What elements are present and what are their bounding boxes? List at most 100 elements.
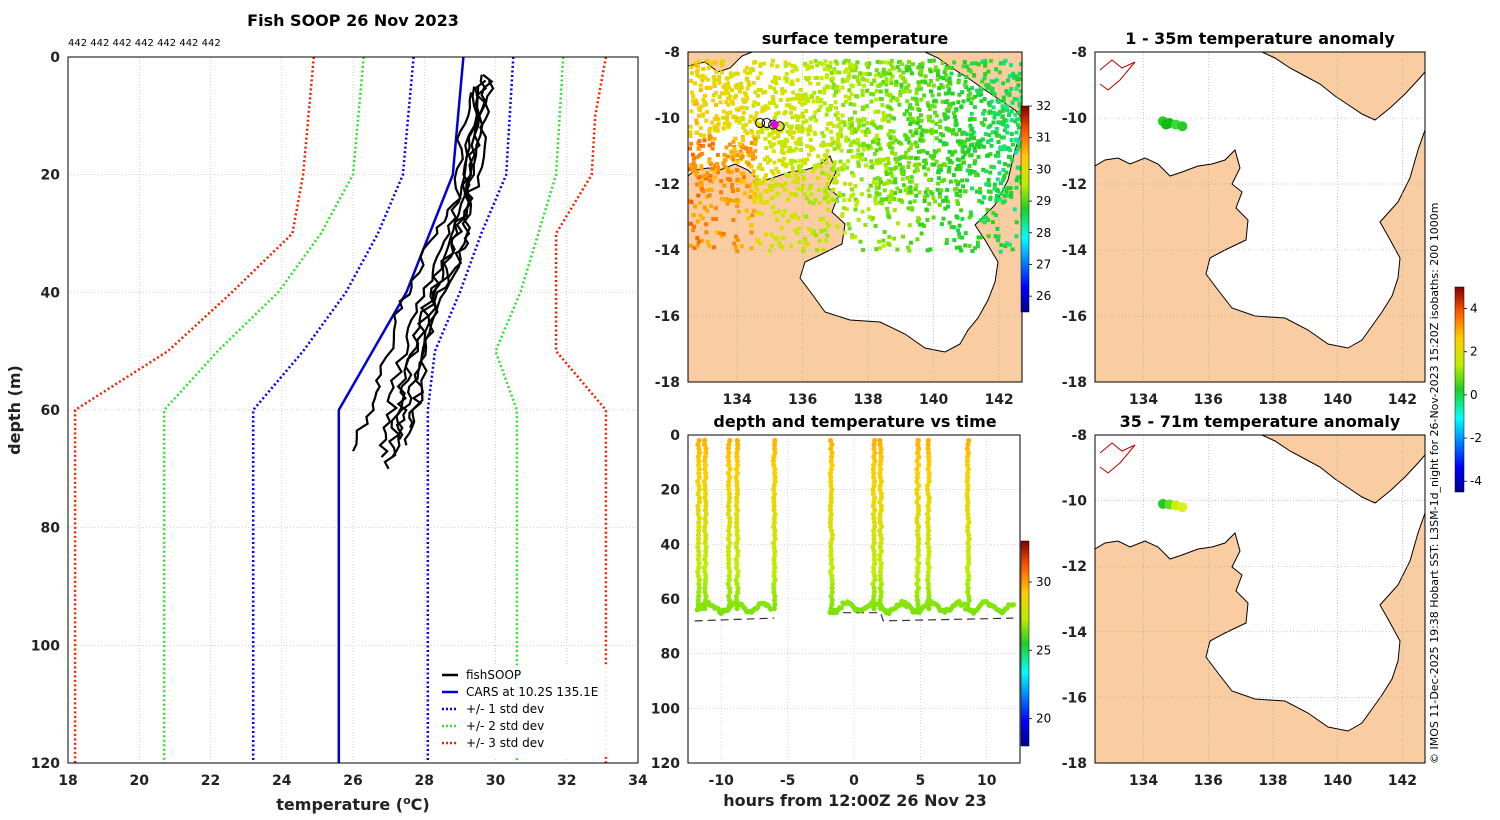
- sst-cell: [1008, 186, 1013, 191]
- sst-cell: [1015, 175, 1020, 180]
- sst-cell: [908, 129, 913, 134]
- anom-cb-tick-4: -4: [1470, 474, 1482, 488]
- sst-cell: [987, 103, 992, 108]
- dt-cast-point: [915, 437, 921, 444]
- sst-cell: [854, 65, 859, 70]
- sst-cell: [904, 109, 909, 114]
- sst-cell: [827, 173, 831, 178]
- dt-cast-point: [828, 524, 834, 530]
- sst-cell: [828, 121, 833, 126]
- dt-cast-point: [877, 511, 883, 517]
- sst-cell: [994, 133, 999, 138]
- dt-cast-point: [966, 573, 972, 579]
- sst-cell: [839, 134, 843, 139]
- sst-cell: [946, 169, 951, 174]
- sst-cell: [915, 87, 920, 92]
- dt-cast-point: [926, 593, 932, 599]
- sst-cell: [707, 131, 712, 136]
- sst-cell: [925, 248, 930, 253]
- sst-cell: [798, 142, 803, 147]
- sst-cell: [984, 169, 989, 174]
- dt-cast-point: [734, 458, 741, 464]
- sst-cell: [993, 234, 998, 239]
- dt-cast-point: [879, 524, 885, 530]
- sst-cell: [723, 87, 728, 92]
- sst-cell: [722, 197, 727, 202]
- sst-cell: [763, 173, 768, 178]
- sst-cell: [712, 75, 716, 79]
- sst-cell: [738, 86, 743, 90]
- sst-cell: [753, 142, 758, 146]
- sst-cell: [884, 172, 889, 176]
- dt-cast-point: [877, 519, 883, 526]
- sst-cell: [798, 88, 803, 92]
- sst-cell: [722, 164, 727, 169]
- dt-cast-point: [703, 593, 709, 599]
- sst-cell: [951, 128, 956, 133]
- sst-cell: [719, 179, 724, 184]
- sst-cell: [826, 207, 831, 212]
- sst-cell: [812, 90, 817, 95]
- dt-cast-point: [726, 507, 732, 513]
- sst-cell: [980, 79, 985, 84]
- sst-cell: [1009, 118, 1014, 123]
- dt-cast-point: [925, 437, 932, 444]
- sst-cell: [795, 179, 800, 184]
- dt-cast-point: [878, 495, 885, 501]
- sst-cell: [756, 181, 761, 186]
- dt-cast-point: [772, 437, 778, 444]
- sst-cell: [960, 235, 965, 240]
- sst-cell: [947, 80, 952, 84]
- sst-cell: [717, 94, 722, 99]
- sst-cell: [791, 96, 796, 101]
- dt-cast-point: [828, 446, 834, 452]
- dt-cast-point: [871, 569, 877, 575]
- sst-cell: [766, 105, 771, 110]
- dt-cast-point: [914, 556, 920, 563]
- sst-cell: [836, 116, 840, 121]
- sst-cell: [833, 176, 838, 181]
- legend-entry-std3: +/- 3 std dev: [466, 736, 544, 750]
- sst-cell: [873, 195, 878, 200]
- dt-cast-point: [829, 577, 835, 583]
- sst-cell: [928, 129, 933, 134]
- sst-cell: [881, 67, 886, 72]
- sst-cell: [783, 64, 788, 68]
- sst-cell: [907, 223, 912, 228]
- sst-cell: [770, 58, 775, 63]
- sst-cell: [852, 139, 856, 144]
- dt-cast-point: [877, 528, 883, 534]
- sst-cell: [884, 77, 889, 82]
- sst-cell: [951, 101, 956, 106]
- sst-cell: [734, 71, 738, 76]
- sst-cell: [737, 89, 742, 94]
- sst-cell: [907, 160, 911, 165]
- anomaly-deep-frame: [1094, 434, 1426, 764]
- sst-cell: [744, 122, 748, 127]
- sst-cell: [1009, 138, 1014, 142]
- sst-cell: [954, 214, 959, 219]
- sst-cell: [998, 120, 1003, 125]
- dt-cast-point: [696, 474, 702, 480]
- sst-cell: [980, 59, 985, 64]
- profile-xtick-8: 34: [628, 773, 648, 789]
- sst-cell: [785, 97, 790, 102]
- sst-cell: [718, 231, 723, 236]
- dt-cast-point: [828, 606, 834, 612]
- dt-cast-point: [877, 437, 883, 444]
- sst-cell: [1014, 130, 1019, 135]
- dt-cast-point: [733, 556, 739, 563]
- sst-cell: [816, 154, 821, 159]
- sst-cell: [890, 174, 895, 179]
- sst-cell: [952, 114, 957, 119]
- dt-cast-point: [827, 503, 834, 509]
- sst-cell: [885, 210, 890, 215]
- sst-cell: [835, 61, 840, 66]
- sst-cell: [921, 148, 926, 153]
- sst-cell: [912, 169, 917, 174]
- dt-cast-point: [914, 581, 920, 587]
- dt-cast-point: [696, 519, 702, 526]
- dt-xtick-2: 0: [849, 773, 859, 789]
- dt-cast-point: [965, 548, 971, 554]
- sst-cell: [1017, 102, 1022, 107]
